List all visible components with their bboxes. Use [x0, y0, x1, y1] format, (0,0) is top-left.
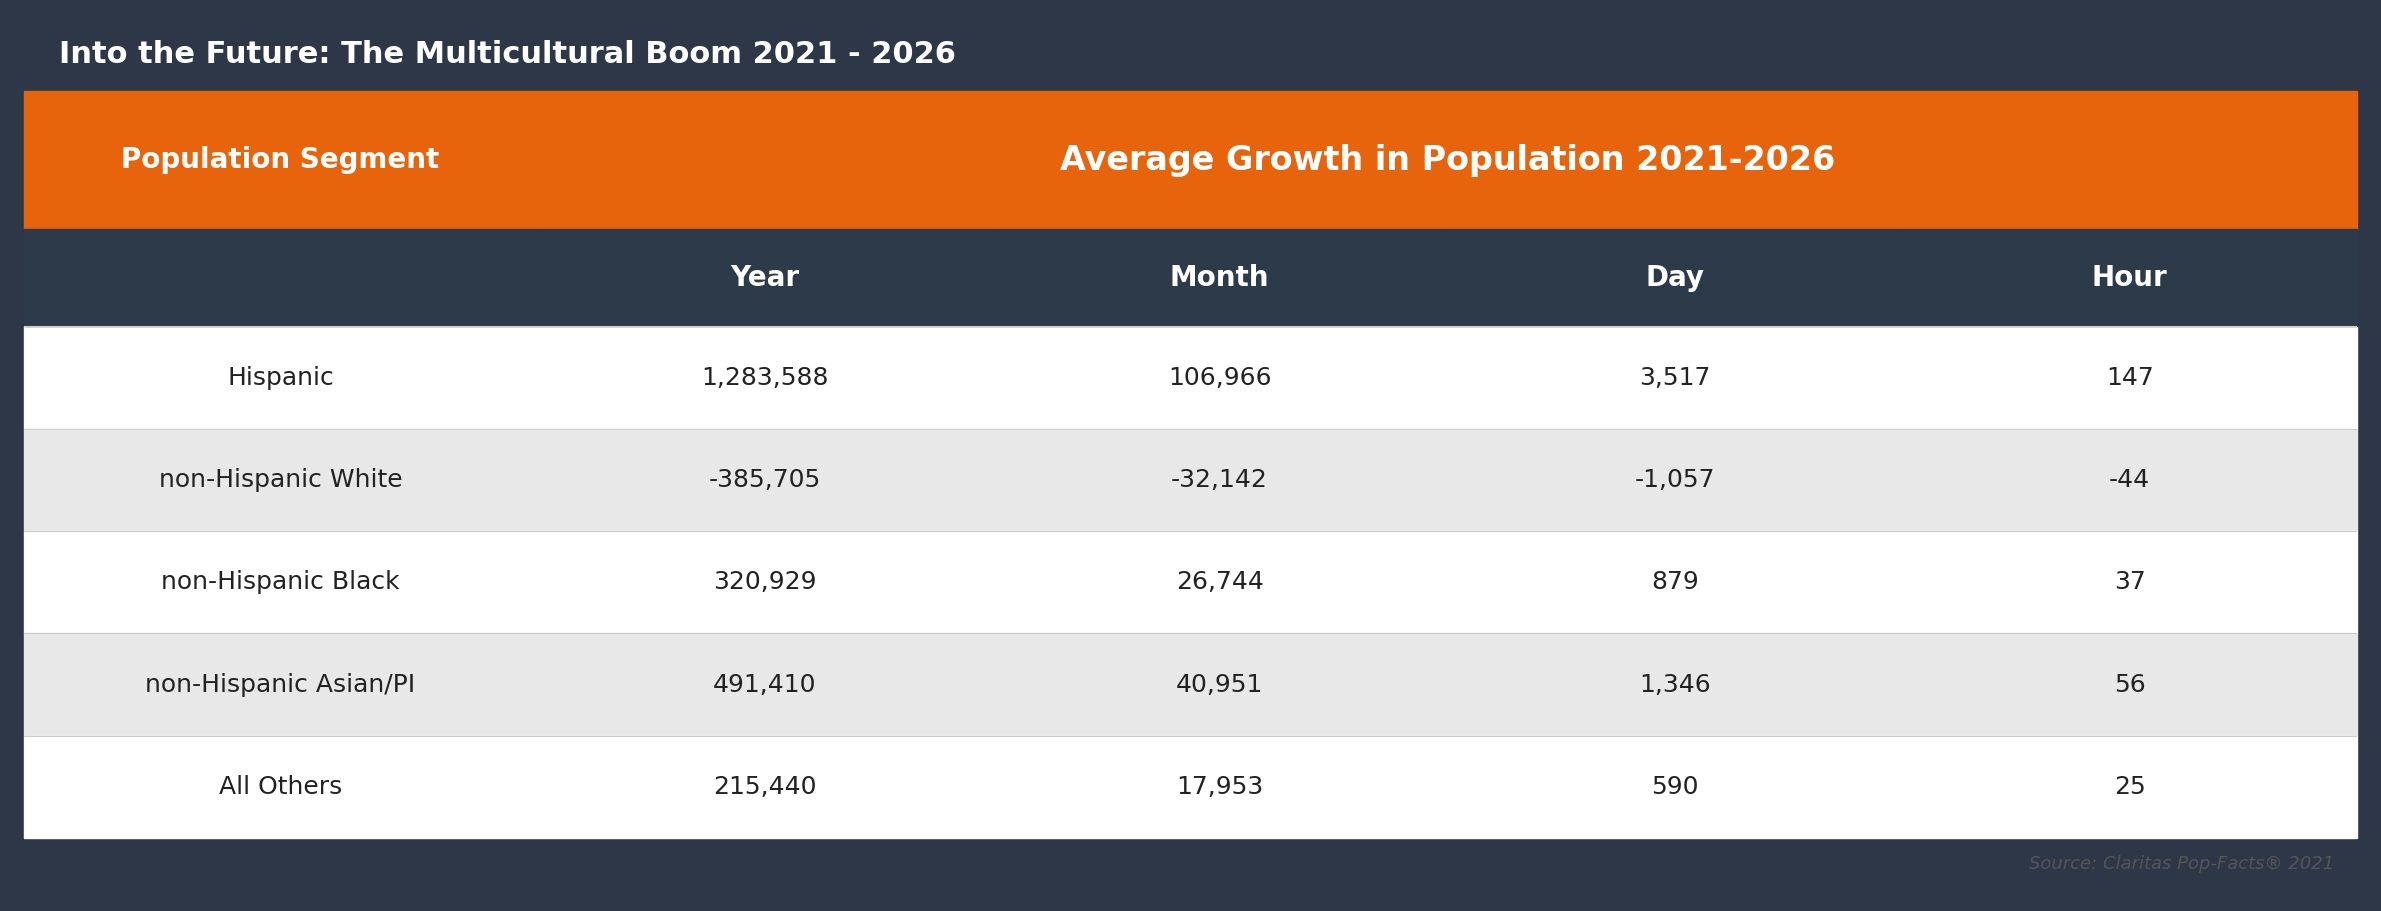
- Text: 26,744: 26,744: [1176, 570, 1264, 594]
- Text: -1,057: -1,057: [1633, 468, 1714, 492]
- Text: -385,705: -385,705: [710, 468, 821, 492]
- Text: 147: 147: [2105, 365, 2152, 390]
- Text: Hispanic: Hispanic: [226, 365, 333, 390]
- Text: 3,517: 3,517: [1638, 365, 1710, 390]
- Text: 1,346: 1,346: [1638, 672, 1710, 697]
- Bar: [24, 91, 538, 230]
- Text: 40,951: 40,951: [1176, 672, 1264, 697]
- Text: Month: Month: [1169, 264, 1269, 292]
- Text: -44: -44: [2110, 468, 2150, 492]
- Text: non-Hispanic White: non-Hispanic White: [160, 468, 402, 492]
- Text: 17,953: 17,953: [1176, 775, 1264, 799]
- Bar: [24, 633, 2357, 736]
- Text: 320,929: 320,929: [712, 570, 817, 594]
- Bar: [24, 326, 2357, 429]
- Text: Hour: Hour: [2093, 264, 2167, 292]
- Bar: [24, 230, 538, 326]
- Text: Year: Year: [731, 264, 800, 292]
- Bar: [24, 429, 2357, 531]
- Bar: [538, 91, 2357, 230]
- Text: 1,283,588: 1,283,588: [700, 365, 829, 390]
- Bar: [24, 531, 2357, 633]
- Text: 491,410: 491,410: [712, 672, 817, 697]
- Text: Day: Day: [1645, 264, 1705, 292]
- Text: 25: 25: [2114, 775, 2145, 799]
- Text: 590: 590: [1650, 775, 1698, 799]
- Text: 879: 879: [1650, 570, 1698, 594]
- Text: non-Hispanic Asian/PI: non-Hispanic Asian/PI: [145, 672, 417, 697]
- Text: 106,966: 106,966: [1167, 365, 1271, 390]
- Text: Source: Claritas Pop-Facts® 2021: Source: Claritas Pop-Facts® 2021: [2029, 855, 2333, 873]
- Text: Average Growth in Population 2021-2026: Average Growth in Population 2021-2026: [1060, 144, 1836, 177]
- Text: Population Segment: Population Segment: [121, 146, 440, 174]
- Text: Into the Future: The Multicultural Boom 2021 - 2026: Into the Future: The Multicultural Boom …: [60, 40, 955, 68]
- Bar: [993, 230, 1448, 326]
- Text: 56: 56: [2114, 672, 2145, 697]
- Bar: [1902, 230, 2357, 326]
- Bar: [538, 230, 993, 326]
- Bar: [1448, 230, 1902, 326]
- Text: 37: 37: [2114, 570, 2145, 594]
- Bar: [24, 736, 2357, 838]
- Text: All Others: All Others: [219, 775, 343, 799]
- Text: -32,142: -32,142: [1171, 468, 1269, 492]
- Text: non-Hispanic Black: non-Hispanic Black: [162, 570, 400, 594]
- Text: 215,440: 215,440: [712, 775, 817, 799]
